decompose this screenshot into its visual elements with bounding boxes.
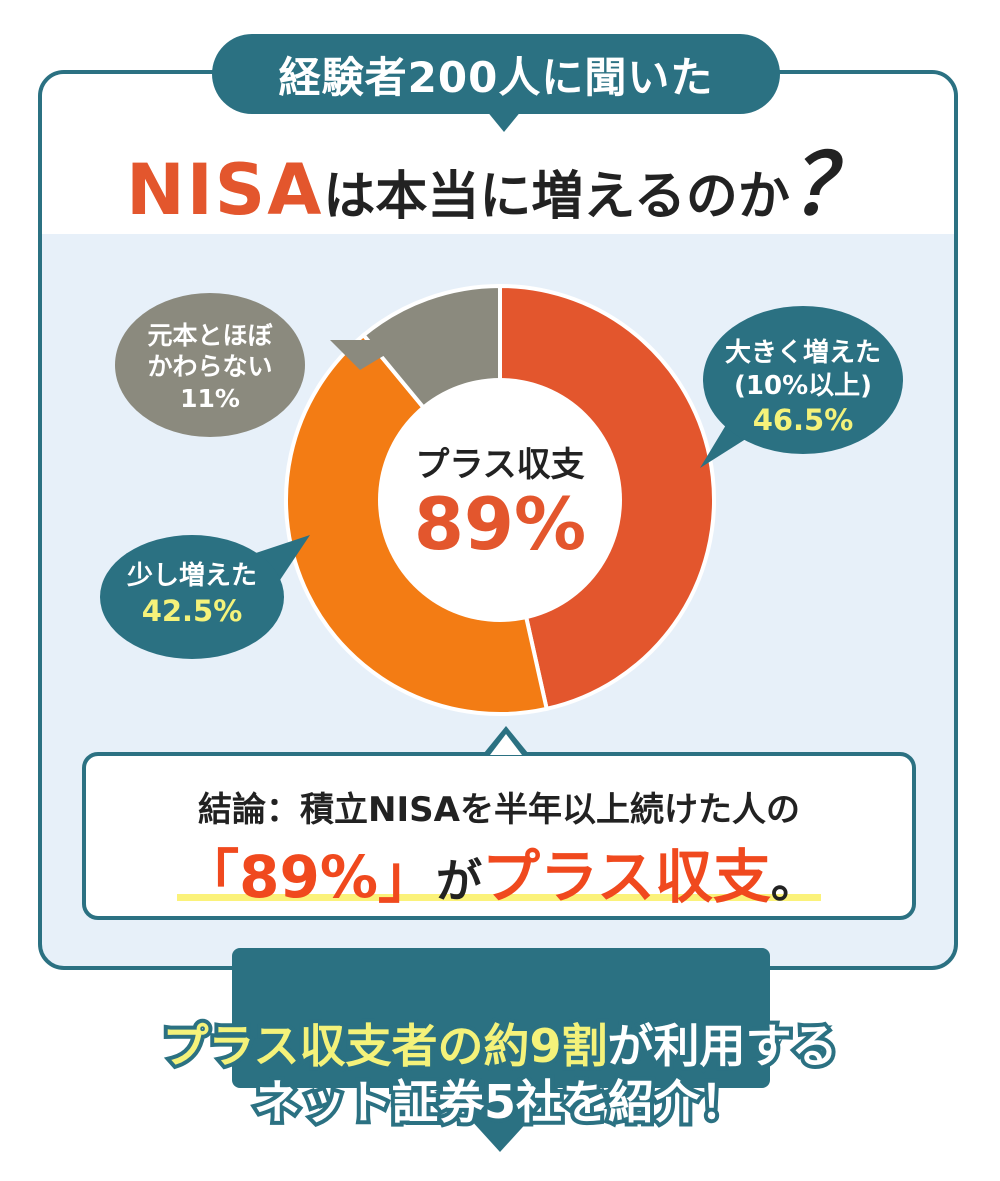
slice-label-unchanged-2: かわらない xyxy=(147,352,273,382)
slice-value-unchanged: 11% xyxy=(180,383,240,413)
cta-banner[interactable] xyxy=(232,948,770,1088)
conclusion-line-1: 結論：積立NISAを半年以上続けた人の xyxy=(198,790,800,830)
title-rest: は本当に増えるのか xyxy=(323,167,790,227)
callout-big-increase-text: 大きく増えた (10%以上) 46.5% xyxy=(713,337,893,438)
conclusion-line-2: 「89%」がプラス収支。 xyxy=(82,830,916,914)
slice-value-small-increase: 42.5% xyxy=(141,593,243,628)
slice-label-big-increase-2: (10%以上) xyxy=(734,370,872,401)
center-label: プラス収支 xyxy=(415,445,585,485)
slice-label-unchanged-1: 元本とほぼ xyxy=(147,321,273,350)
badge-tail xyxy=(486,110,522,132)
conclusion-emphasis: プラス収支 xyxy=(481,843,771,911)
callout-small-increase xyxy=(100,535,284,659)
conclusion-percent: 「89%」 xyxy=(181,843,436,911)
conclusion-tail-inner xyxy=(490,734,522,755)
callout-unchanged-text: 元本とほぼ かわらない 11% xyxy=(120,320,300,414)
cta-arrow xyxy=(440,1086,560,1152)
callout-small-increase-text: 少し増えた 42.5% xyxy=(112,560,272,629)
donut-center-text: プラス収支 89% xyxy=(380,444,620,562)
cta-line-1-rest: が利用する xyxy=(604,1015,842,1077)
cta-line-2: ネット証券5社を紹介！ xyxy=(0,1066,1000,1133)
slice-label-small-increase: 少し増えた xyxy=(126,561,257,591)
page-title: NISAは本当に増えるのか？ xyxy=(60,118,940,239)
survey-badge-text: 経験者200人に聞いた xyxy=(278,52,714,102)
cta-line-1: プラス収支者の約9割が利用する xyxy=(0,1010,1000,1077)
slice-value-big-increase: 46.5% xyxy=(752,403,854,437)
callout-bubbles xyxy=(100,293,903,659)
center-value: 89% xyxy=(413,481,587,566)
survey-badge: 経験者200人に聞いた xyxy=(212,34,780,114)
donut-hole xyxy=(378,378,622,622)
cta-line-2-text: ネット証券5社を紹介！ xyxy=(250,1071,750,1133)
conclusion-period: 。 xyxy=(770,854,817,908)
title-question-mark: ？ xyxy=(789,136,874,234)
title-nisa: NISA xyxy=(126,149,324,231)
slice-label-big-increase-1: 大きく増えた xyxy=(724,338,881,368)
callout-big-increase xyxy=(703,306,903,454)
cta-highlight: プラス収支者の約9割 xyxy=(158,1015,611,1077)
callout-unchanged xyxy=(115,293,305,437)
callout-tail-unchanged xyxy=(330,340,410,370)
conclusion-particle: が xyxy=(435,854,482,908)
